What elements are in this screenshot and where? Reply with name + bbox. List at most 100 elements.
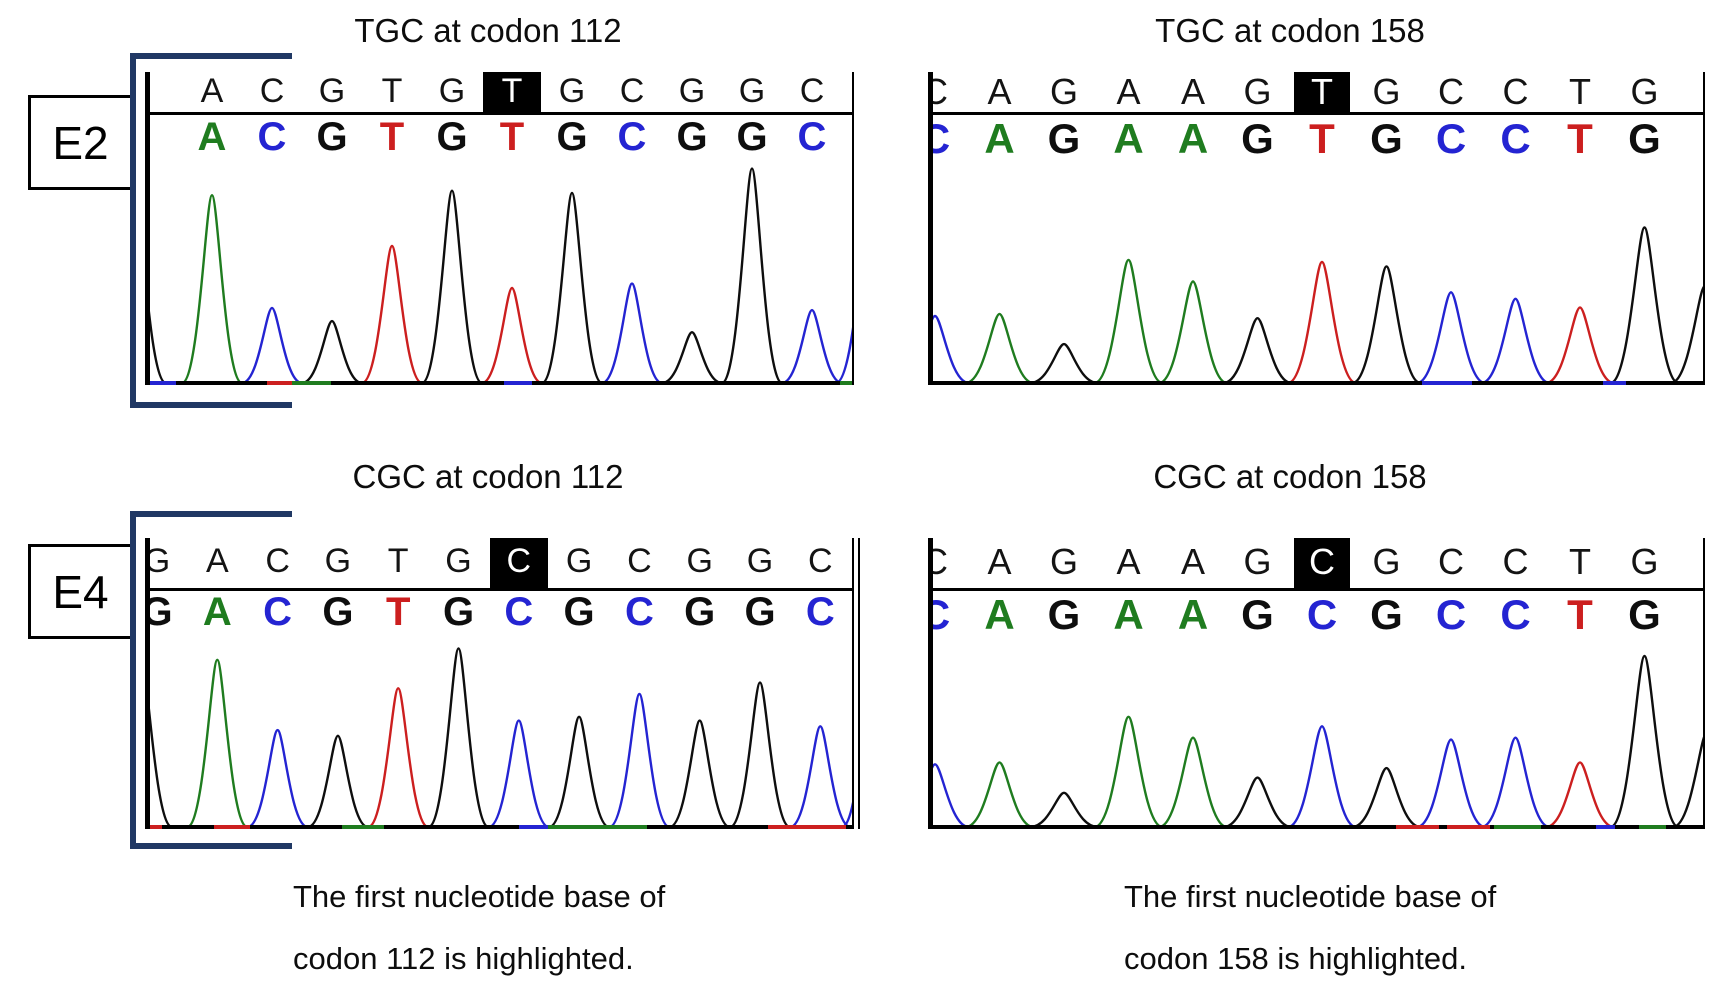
base-call-row1: A — [1116, 541, 1141, 582]
base-row-separator — [150, 588, 852, 591]
trace-peak-G — [548, 715, 610, 829]
panel-title-top-left: TGC at codon 112 — [354, 12, 622, 49]
caption-158-line1: The first nucleotide base of — [1124, 879, 1497, 914]
trace-peak-G — [427, 647, 490, 829]
base-call-row2: G — [1241, 591, 1274, 638]
highlight-box — [1294, 538, 1350, 591]
base-call-row1: T — [387, 542, 409, 580]
baseline-segment-C — [1596, 825, 1615, 829]
sample-label-box-E2: E2 — [28, 95, 133, 190]
base-call-row2: G — [684, 590, 716, 634]
trace-peak-C — [488, 719, 550, 829]
base-call-row1: G — [746, 542, 774, 580]
base-call-row2: C — [1306, 591, 1338, 638]
base-call-row2: G — [1370, 591, 1403, 638]
base-call-row1: G — [438, 72, 466, 110]
base-call-row2: T — [1567, 591, 1593, 638]
base-call-row1: G — [318, 72, 346, 110]
base-call-row1: T — [1569, 72, 1591, 112]
base-call-row1: G — [324, 542, 352, 580]
base-call-row2: G — [744, 590, 776, 634]
base-row-separator — [933, 588, 1703, 591]
base-call-row2: G — [1241, 115, 1274, 162]
trace-peak-G — [1029, 791, 1099, 829]
trace-peak-G — [1352, 265, 1421, 385]
base-call-row1: A — [987, 72, 1012, 112]
base-call-row2: C — [1500, 591, 1531, 638]
base-call-row1: G — [1372, 72, 1401, 112]
trace-peak-C — [241, 306, 303, 385]
baseline-segment-C — [1603, 381, 1626, 385]
base-call-row1: C — [259, 72, 285, 110]
trace-peak-G — [669, 719, 731, 829]
trace-peak-C — [933, 763, 970, 829]
base-call-row1: G — [1243, 541, 1272, 582]
trace-plot — [150, 167, 852, 385]
base-call-row2: G — [676, 115, 708, 159]
highlight-box — [1294, 72, 1350, 115]
trace-peak-G — [1670, 286, 1703, 385]
trace-peak-C — [247, 728, 309, 829]
trace-peak-A — [1094, 715, 1163, 829]
trace-peak-C — [1481, 736, 1550, 829]
highlight-box — [483, 72, 541, 115]
base-call-row2: C — [933, 594, 950, 636]
base-call-row1: C — [1502, 72, 1529, 112]
base-call-row1: A — [1180, 541, 1206, 582]
panel-title-bottom-right: CGC at codon 158 — [1153, 458, 1427, 495]
baseline-segment-A — [840, 381, 852, 385]
trace-baseline — [150, 381, 852, 385]
caption-codon-158: The first nucleotide base of codon 158 i… — [1124, 866, 1496, 990]
base-call-row1: C — [1438, 541, 1464, 582]
bracket-e2-bottom-arm — [130, 402, 292, 408]
base-call-row1: G — [445, 542, 472, 580]
trace-peak-G — [420, 189, 484, 385]
trace-peak-A — [1094, 258, 1163, 385]
base-call-row1: A — [1116, 72, 1141, 112]
trace-peak-T — [1545, 306, 1615, 385]
base-call-row2: G — [563, 590, 595, 634]
base-call-row2: T — [1309, 115, 1335, 162]
base-call-row1: G — [678, 72, 706, 110]
base-call-row1: C — [619, 72, 645, 110]
base-call-row1: G — [558, 72, 586, 110]
trace-peak-G — [729, 681, 791, 829]
base-call-row1: G — [1630, 541, 1659, 582]
base-call-row2: A — [1177, 591, 1209, 638]
base-call-row1: A — [987, 541, 1012, 582]
baseline-segment-T — [214, 825, 250, 829]
bracket-e4-vertical — [130, 511, 136, 849]
highlight-box — [489, 538, 548, 591]
baseline-segment-A — [292, 381, 331, 385]
trace-peak-G — [301, 319, 363, 385]
trace-peak-C — [841, 801, 852, 829]
base-call-row1: A — [205, 542, 229, 580]
base-call-row1: A — [200, 72, 224, 110]
trace-peak-A — [181, 194, 243, 385]
baseline-segment-C — [519, 825, 548, 829]
baseline-segment-A — [1639, 825, 1666, 829]
base-call-row2: G — [1628, 591, 1661, 638]
trace-peak-C — [1287, 725, 1357, 829]
baseline-segment-A — [342, 825, 384, 829]
base-call-row1: G — [1049, 541, 1079, 582]
baseline-segment-C — [1422, 381, 1472, 385]
base-call-row2: C — [1500, 115, 1531, 162]
sample-label-E4: E4 — [52, 565, 109, 618]
baseline-segment-C — [150, 381, 176, 385]
trace-peak-G — [1223, 317, 1292, 385]
sample-label-E2: E2 — [52, 116, 109, 169]
base-call-row2: A — [984, 115, 1015, 162]
base-row-separator — [933, 112, 1703, 115]
base-call-row1: T — [1569, 541, 1591, 582]
highlighted-base-call: C — [506, 542, 532, 580]
base-call-row1: G — [686, 542, 713, 580]
trace-peak-G — [307, 734, 369, 829]
trace-peak-G — [150, 311, 167, 385]
trace-peak-G — [720, 167, 784, 385]
base-call-row2: A — [984, 591, 1015, 638]
trace-peak-A — [1158, 280, 1228, 385]
